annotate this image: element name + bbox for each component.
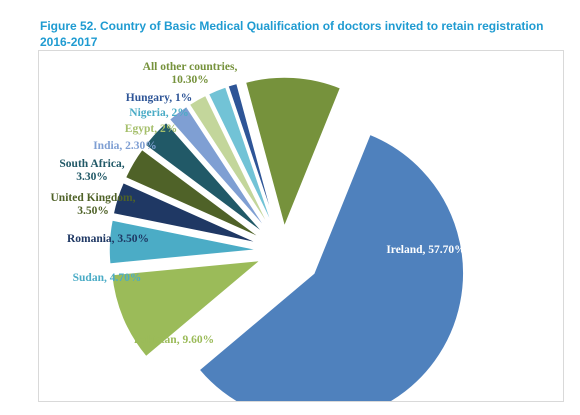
pie-slice-ireland — [197, 133, 465, 401]
pie-slice-egypt — [188, 94, 272, 231]
pie-label-ireland: Ireland, 57.70% — [386, 244, 465, 256]
pie-label-south-africa: South Africa, 3.30% — [59, 158, 124, 183]
pie-slice-nigeria — [207, 85, 275, 230]
pie-chart: Ireland, 57.70% Pakistan, 9.60% Sudan, 4.7… — [51, 61, 466, 401]
pie-label-pakistan: Pakistan, 9.60% — [134, 334, 214, 346]
pie-label-egypt: Egypt, 2% — [125, 123, 177, 135]
pie-slice-all-other-countries — [244, 76, 342, 230]
pie-slice-sudan — [108, 219, 260, 265]
pie-slice-romania — [112, 181, 261, 245]
pie-slice-south-africa — [144, 121, 266, 236]
pie-label-sudan: Sudan, 4.70% — [73, 272, 142, 284]
pie-label-hungary: Hungary, 1% — [126, 92, 192, 104]
pie-slice-india — [168, 105, 270, 233]
pie-slice-united-kingdom — [124, 148, 263, 240]
pie-slice-pakistan — [110, 259, 264, 358]
pie-label-all-other-countries: All other countries, 10.30% — [143, 61, 238, 86]
pie-label-nigeria: Nigeria, 2% — [129, 107, 188, 119]
chart-area: Ireland, 57.70% Pakistan, 9.60% Sudan, 4.7… — [38, 50, 564, 402]
pie-label-romania: Romania, 3.50% — [67, 233, 149, 245]
pie-slice-hungary — [226, 82, 277, 229]
pie-label-india: India, 2.30% — [93, 140, 157, 152]
pie-label-united-kingdom: United Kingdom, 3.50% — [51, 192, 136, 217]
figure-title: Figure 52. Country of Basic Medical Qual… — [40, 19, 544, 49]
